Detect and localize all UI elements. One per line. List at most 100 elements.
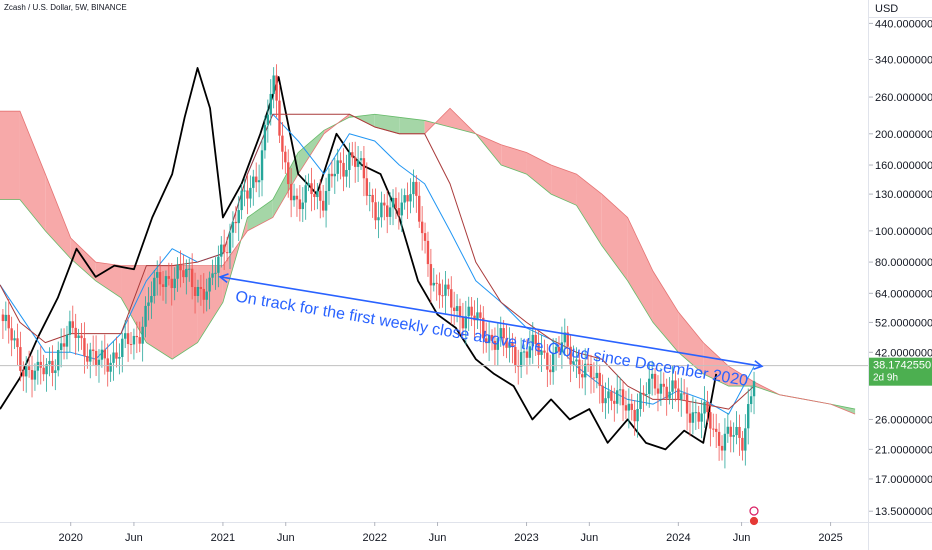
candle-body — [246, 190, 249, 199]
candle-body — [272, 75, 275, 94]
candle-body — [432, 282, 435, 286]
candle-body — [738, 426, 741, 438]
candle-body — [636, 408, 639, 422]
candle-body — [712, 428, 715, 430]
candle-body — [121, 338, 124, 357]
candle-body — [438, 283, 441, 296]
candle-body — [281, 135, 284, 152]
candle-body — [327, 173, 331, 191]
candle-body — [607, 391, 610, 399]
candle-body — [583, 363, 587, 378]
candle-body — [243, 190, 246, 192]
candle-body — [48, 360, 51, 365]
cloud-segment — [601, 194, 628, 281]
candle-body — [284, 151, 287, 163]
candle-body — [397, 208, 401, 216]
candle-body — [412, 181, 415, 195]
cloud-segment — [399, 117, 425, 134]
dividend-event-icon[interactable] — [749, 506, 759, 516]
annotation-arrowhead-start — [218, 273, 229, 284]
candle-body — [205, 291, 208, 300]
candle-body — [348, 152, 351, 170]
candle-body — [141, 326, 144, 344]
price-tick-label: 100.0000000 — [875, 226, 932, 238]
candlestick-series — [1, 64, 756, 469]
price-tick-label: 440.0000000 — [875, 18, 932, 30]
candle-body — [307, 183, 310, 186]
candle-body — [176, 265, 179, 279]
candle-body — [589, 364, 593, 378]
cloud-segment — [298, 130, 324, 175]
candle-body — [732, 435, 735, 437]
candle-body — [586, 363, 590, 365]
candle-body — [575, 359, 578, 362]
candle-body — [671, 380, 674, 392]
candle-body — [103, 349, 107, 359]
candle-body — [220, 244, 223, 257]
candle-body — [461, 317, 465, 329]
candle-body — [62, 343, 66, 347]
time-tick-label: Jun — [429, 532, 447, 544]
time-axis-ticks[interactable]: 2020 Jun 2021 Jun 2022 Jun 2023 Jun 2024 Jun 2025 — [58, 522, 843, 544]
candle-body — [214, 272, 217, 274]
candle-body — [473, 315, 476, 321]
time-tick-label: 2023 — [514, 532, 538, 544]
candle-body — [71, 321, 74, 328]
event-markers[interactable] — [749, 506, 759, 526]
candle-body — [36, 361, 40, 371]
candle-body — [543, 350, 546, 353]
candle-body — [560, 342, 564, 352]
cloud-segment — [576, 174, 602, 246]
candle-body — [645, 393, 648, 395]
time-tick-label: Jun — [125, 532, 143, 544]
candle-body — [747, 404, 750, 429]
candle-body — [447, 284, 450, 290]
candle-body — [630, 403, 633, 410]
cloud-segment — [197, 265, 223, 343]
candle-body — [144, 305, 147, 327]
candle-body — [339, 160, 342, 163]
annotation-arrow[interactable] — [219, 276, 763, 368]
candle-body — [592, 377, 596, 379]
candle-body — [234, 221, 238, 224]
us-flag-event-icon[interactable] — [749, 516, 759, 526]
candle-body — [254, 176, 258, 183]
candle-body — [490, 334, 494, 341]
cloud-segment — [627, 217, 653, 323]
time-tick-label: 2021 — [211, 532, 235, 544]
candle-body — [409, 194, 412, 202]
candle-body — [581, 374, 584, 378]
candle-body — [319, 190, 322, 201]
cloud-segment — [728, 366, 755, 387]
price-tick-label: 200.0000000 — [875, 129, 932, 141]
currency-label[interactable]: USD — [875, 3, 898, 15]
candle-body — [173, 278, 176, 289]
candle-body — [129, 344, 133, 346]
plot-area[interactable]: On track for the first weekly close abov… — [0, 64, 868, 469]
candle-body — [260, 150, 264, 181]
candle-body — [156, 272, 159, 278]
candle-body — [153, 277, 156, 297]
candle-body — [89, 349, 92, 362]
candle-body — [566, 332, 569, 347]
price-axis-panel[interactable] — [869, 0, 932, 550]
cloud-segment — [501, 144, 527, 175]
candle-body — [426, 240, 430, 265]
cloud-segment — [19, 111, 46, 231]
candle-body — [546, 352, 549, 370]
candle-body — [371, 194, 374, 203]
candle-body — [188, 268, 191, 270]
candle-body — [266, 114, 270, 125]
candle-body — [287, 162, 290, 185]
candle-body — [147, 302, 150, 306]
candle-body — [1, 314, 5, 322]
candle-body — [735, 426, 738, 436]
cloud-span-a-line — [0, 113, 856, 410]
candle-body — [662, 383, 665, 387]
candle-body — [752, 381, 756, 397]
candle-body — [356, 160, 360, 167]
candle-body — [723, 433, 727, 451]
candle-body — [333, 173, 337, 177]
candle-body — [650, 373, 654, 379]
